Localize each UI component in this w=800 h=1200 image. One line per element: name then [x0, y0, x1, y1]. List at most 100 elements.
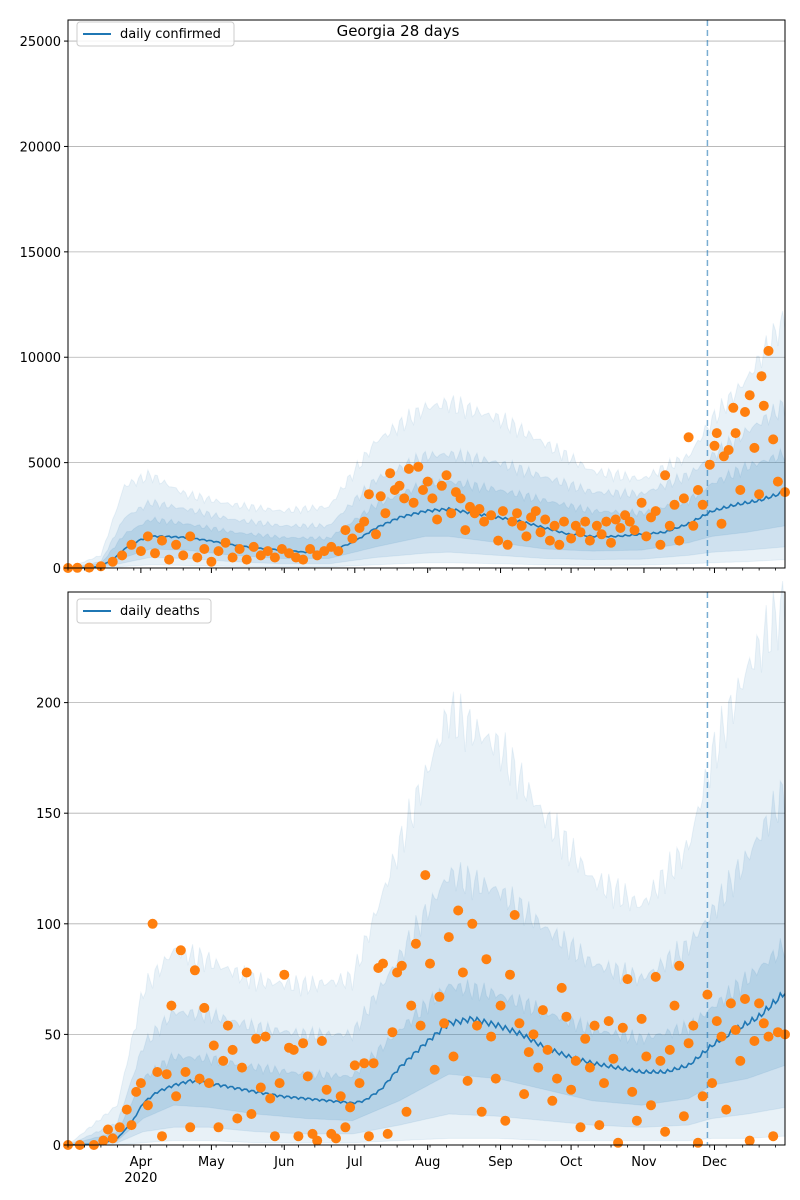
- deaths-gridlines: [68, 702, 785, 1035]
- confirmed-point-64: [479, 516, 490, 527]
- confirmed-point-96: [641, 531, 652, 542]
- confirmed-point-121: [754, 489, 765, 500]
- deaths-point-107: [594, 1120, 605, 1131]
- confirmed-point-110: [709, 440, 720, 451]
- confirmed-point-108: [697, 499, 708, 510]
- deaths-point-37: [265, 1093, 276, 1104]
- deaths-plot-frame: [67, 591, 786, 1146]
- deaths-point-140: [749, 1036, 760, 1046]
- confirmed-point-55: [436, 480, 447, 491]
- confirmed-point-115: [728, 402, 739, 413]
- confirmed-point-12: [171, 539, 182, 550]
- deaths-point-30: [232, 1113, 243, 1124]
- confirmed-ytick-label-1: 5000: [28, 457, 61, 472]
- confirmed-point-9: [150, 548, 160, 559]
- confirmed-point-5: [117, 550, 128, 561]
- deaths-point-94: [533, 1062, 544, 1073]
- deaths-point-92: [523, 1047, 534, 1058]
- confirmed-point-51: [418, 485, 428, 495]
- confirmed-point-15: [192, 552, 203, 563]
- deaths-point-83: [481, 954, 492, 965]
- deaths-point-103: [575, 1122, 586, 1133]
- deaths-point-33: [246, 1109, 257, 1119]
- confirmed-point-86: [591, 520, 602, 531]
- deaths-point-62: [382, 1128, 393, 1139]
- deaths-point-28: [222, 1020, 233, 1031]
- deaths-point-115: [631, 1115, 642, 1126]
- deaths-point-57: [359, 1058, 370, 1069]
- deaths-point-49: [321, 1084, 332, 1095]
- confirmed-point-85: [584, 535, 595, 546]
- confirmed-point-52: [422, 476, 433, 487]
- deaths-point-17: [171, 1091, 182, 1102]
- deaths-point-143: [763, 1031, 774, 1042]
- confirmed-legend-label: daily confirmed: [120, 27, 221, 42]
- confirmed-point-76: [540, 514, 551, 525]
- deaths-point-14: [157, 1131, 167, 1142]
- confirmed-ytick-label-5: 25000: [20, 35, 61, 50]
- deaths-legend-frame: [76, 598, 212, 624]
- deaths-point-131: [707, 1078, 718, 1089]
- confirmed-ytick-label-3: 15000: [20, 246, 61, 261]
- confirmed-axes: 0 5000 10000 15000 20000 25000: [20, 19, 786, 577]
- confirmed-point-114: [723, 445, 734, 455]
- confirmed-point-87: [596, 529, 607, 540]
- confirmed-legend-frame: [76, 21, 235, 47]
- confirmed-point-4: [107, 556, 118, 567]
- chart-title: Georgia 28 days: [337, 22, 460, 40]
- deaths-point-105: [584, 1062, 595, 1073]
- confirmed-point-89: [606, 537, 616, 548]
- confirmed-point-59: [455, 493, 466, 504]
- confirmed-point-19: [220, 537, 231, 548]
- confirmed-point-93: [624, 516, 635, 527]
- confirmed-point-94: [629, 525, 640, 536]
- confirmed-point-79: [554, 539, 565, 550]
- confirmed-point-14: [185, 531, 196, 542]
- confirmed-point-13: [178, 550, 189, 561]
- confirmed-point-16: [199, 544, 210, 554]
- deaths-point-87: [500, 1115, 511, 1126]
- confirmed-point-100: [660, 470, 671, 481]
- confirmed-point-83: [575, 527, 586, 538]
- deaths-point-67: [406, 1000, 417, 1011]
- deaths-point-111: [613, 1137, 624, 1148]
- confirmed-point-25: [262, 546, 273, 557]
- confirmed-point-36: [340, 525, 351, 536]
- deaths-point-3: [98, 1135, 109, 1146]
- deaths-point-43: [293, 1131, 304, 1142]
- deaths-point-80: [467, 918, 478, 929]
- xtick-label-4: Aug: [415, 1155, 440, 1170]
- deaths-point-122: [664, 1044, 675, 1055]
- confirmed-point-18: [213, 546, 224, 557]
- confirmed-point-101: [664, 520, 675, 531]
- confirmed-point-67: [497, 506, 508, 517]
- deaths-point-31: [237, 1062, 247, 1073]
- confirmed-point-37: [347, 533, 358, 544]
- deaths-point-75: [443, 932, 454, 943]
- confirmed-point-112: [716, 518, 727, 529]
- confirmed-point-49: [408, 497, 419, 508]
- deaths-point-136: [730, 1025, 741, 1035]
- confirmed-point-56: [441, 470, 452, 481]
- deaths-point-116: [636, 1013, 647, 1024]
- confirmed-point-21: [234, 544, 245, 554]
- deaths-point-106: [589, 1020, 600, 1031]
- deaths-point-79: [462, 1075, 473, 1086]
- deaths-point-13: [152, 1067, 163, 1077]
- confirmed-ytick-label-4: 20000: [20, 140, 61, 155]
- confirmed-point-98: [650, 506, 661, 517]
- deaths-point-73: [434, 991, 445, 1002]
- confirmed-panel: 0 5000 10000 15000 20000 25000 daily confirme…: [20, 19, 790, 577]
- deaths-point-26: [213, 1122, 224, 1133]
- deaths-point-109: [603, 1016, 614, 1027]
- xtick-label-5: Sep: [488, 1155, 513, 1170]
- deaths-point-133: [716, 1031, 727, 1042]
- deaths-point-97: [547, 1095, 558, 1106]
- deaths-point-12: [147, 918, 158, 929]
- deaths-point-36: [260, 1031, 271, 1042]
- deaths-point-93: [528, 1029, 539, 1040]
- confirmed-point-31: [305, 544, 316, 554]
- confirmed-point-30: [298, 554, 309, 565]
